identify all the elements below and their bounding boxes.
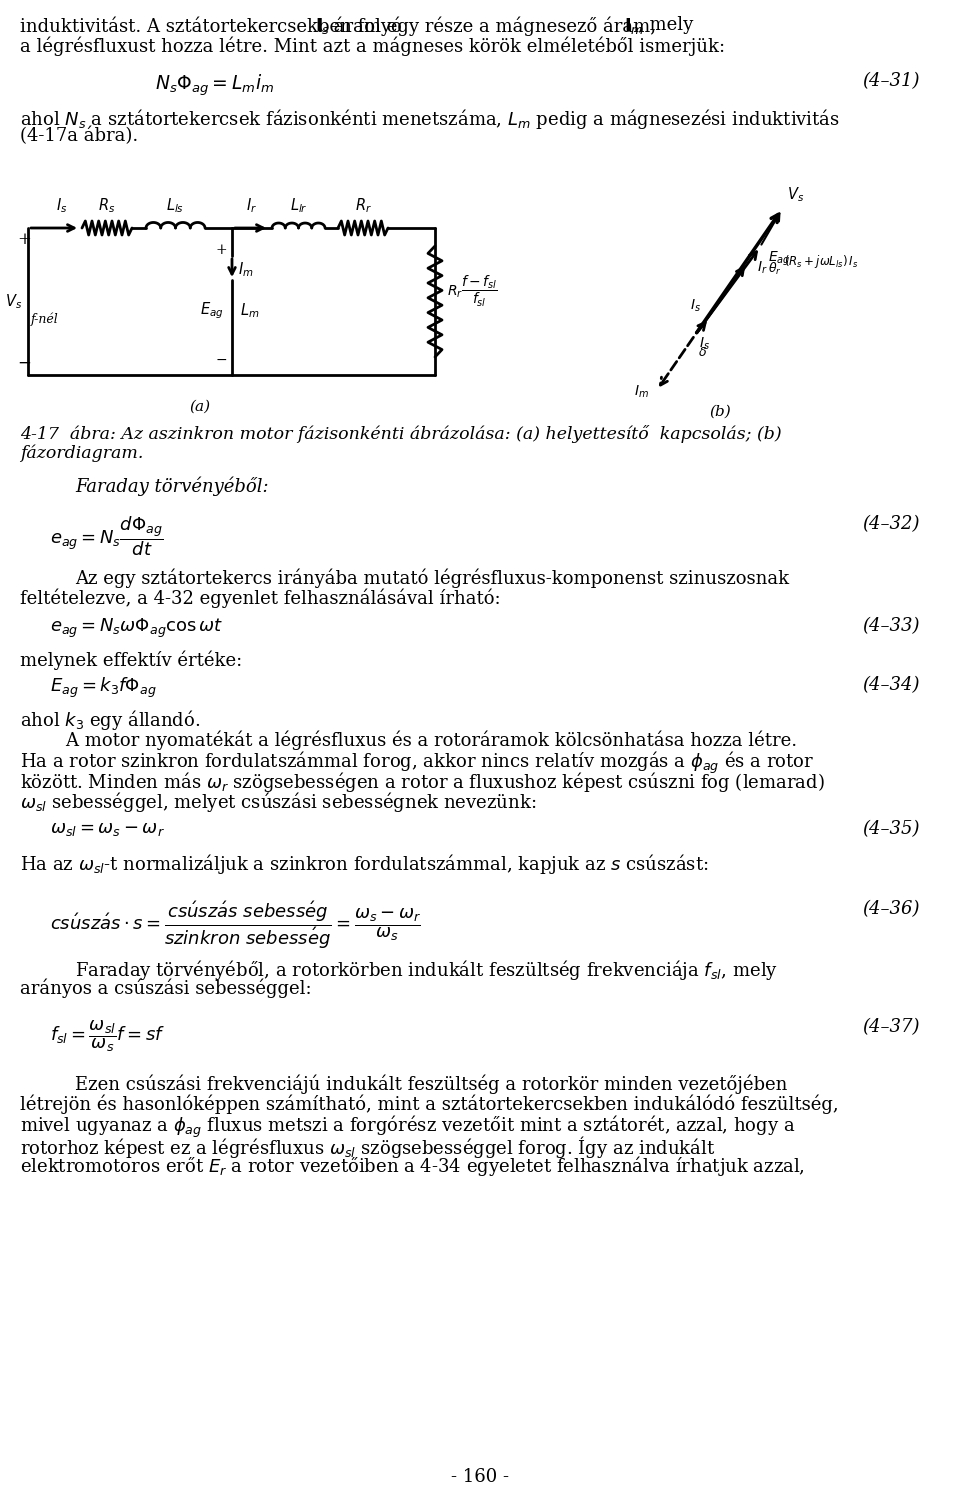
Text: (4–34): (4–34) bbox=[862, 675, 920, 693]
Text: $E_{ag}$: $E_{ag}$ bbox=[768, 249, 790, 269]
Text: melynek effektív értéke:: melynek effektív értéke: bbox=[20, 650, 242, 669]
Text: $I_s$: $I_s$ bbox=[57, 197, 68, 215]
Text: $e_{ag} = N_s \omega \Phi_{ag} \cos \omega t$: $e_{ag} = N_s \omega \Phi_{ag} \cos \ome… bbox=[50, 617, 224, 641]
Text: $I_m$: $I_m$ bbox=[238, 261, 253, 279]
Text: induktivitást. A sztátortekercsekben folyó: induktivitást. A sztátortekercsekben fol… bbox=[20, 17, 407, 36]
Text: (4–33): (4–33) bbox=[862, 617, 920, 635]
Text: Faraday törvényéből, a rotorkörben indukált feszültség frekvenciája $f_{sl}$, me: Faraday törvényéből, a rotorkörben induk… bbox=[75, 958, 778, 982]
Text: A motor nyomatékát a légrésfluxus és a rotoráramok kölcsönhatása hozza létre.: A motor nyomatékát a légrésfluxus és a r… bbox=[20, 729, 797, 749]
Text: a légrésfluxust hozza létre. Mint azt a mágneses körök elméletéből ismerjük:: a légrésfluxust hozza létre. Mint azt a … bbox=[20, 36, 725, 56]
Text: között. Minden más $\omega_r$ szögsebességen a rotor a fluxushoz képest csúszni : között. Minden más $\omega_r$ szögsebess… bbox=[20, 770, 825, 794]
Text: arányos a csúszási sebességgel:: arányos a csúszási sebességgel: bbox=[20, 979, 312, 998]
Text: $L_m$: $L_m$ bbox=[240, 302, 259, 320]
Text: ahol $N_s$ a sztátortekercsek fázisonkénti menetszáma, $L_m$ pedig a mágnesezési: ahol $N_s$ a sztátortekercsek fázisonkén… bbox=[20, 107, 840, 131]
Text: $N_s\Phi_{ag} = L_m i_m$: $N_s\Phi_{ag} = L_m i_m$ bbox=[155, 72, 275, 98]
Text: $I_m$: $I_m$ bbox=[634, 384, 649, 401]
Text: $V_s$: $V_s$ bbox=[787, 185, 804, 204]
Text: áram egy része a mágnesező áram,: áram egy része a mágnesező áram, bbox=[328, 17, 661, 36]
Text: (4–32): (4–32) bbox=[862, 515, 920, 533]
Text: $L_{lr}$: $L_{lr}$ bbox=[290, 197, 307, 215]
Text: −: − bbox=[17, 354, 31, 372]
Text: f-nél: f-nél bbox=[31, 312, 59, 326]
Text: mivel ugyanaz a $\phi_{ag}$ fluxus metszi a forgórész vezetőit mint a sztátorét,: mivel ugyanaz a $\phi_{ag}$ fluxus metsz… bbox=[20, 1114, 795, 1141]
Text: (4-17a ábra).: (4-17a ábra). bbox=[20, 128, 138, 146]
Text: $\theta_r$: $\theta_r$ bbox=[768, 261, 781, 278]
Text: $\omega_{sl} = \omega_s - \omega_r$: $\omega_{sl} = \omega_s - \omega_r$ bbox=[50, 820, 165, 838]
Text: $V_s$: $V_s$ bbox=[5, 293, 22, 311]
Text: +: + bbox=[215, 243, 227, 257]
Text: +: + bbox=[17, 231, 31, 249]
Text: $L_{ls}$: $L_{ls}$ bbox=[166, 197, 184, 215]
Text: $\omega_{sl}$ sebességgel, melyet csúszási sebességnek nevezünk:: $\omega_{sl}$ sebességgel, melyet csúszá… bbox=[20, 790, 537, 814]
Text: $R_s$: $R_s$ bbox=[98, 197, 115, 215]
Text: $R_r\dfrac{f-f_{sl}}{f_{sl}}$: $R_r\dfrac{f-f_{sl}}{f_{sl}}$ bbox=[447, 273, 498, 309]
Text: $\mathbf{I}_m$: $\mathbf{I}_m$ bbox=[624, 17, 644, 36]
Text: $I_r$: $I_r$ bbox=[247, 197, 257, 215]
Text: 4-17  ábra: Az aszinkron motor fázisonkénti ábrázolása: (a) helyettesítő  kapcso: 4-17 ábra: Az aszinkron motor fázisonkén… bbox=[20, 425, 781, 443]
Text: $I_r$: $I_r$ bbox=[757, 260, 768, 276]
Text: fázordiagram.: fázordiagram. bbox=[20, 444, 143, 462]
Text: Az egy sztátortekercs irányába mutató légrésfluxus-komponenst szinuszosnak: Az egy sztátortekercs irányába mutató lé… bbox=[75, 567, 789, 587]
Text: $\mathbf{I}_s$: $\mathbf{I}_s$ bbox=[315, 17, 330, 36]
Text: −: − bbox=[215, 353, 227, 368]
Text: $E_{ag} = k_3 f \Phi_{ag}$: $E_{ag} = k_3 f \Phi_{ag}$ bbox=[50, 675, 156, 699]
Text: (4–31): (4–31) bbox=[862, 72, 920, 90]
Text: $e_{ag} = N_s \dfrac{d\Phi_{ag}}{dt}$: $e_{ag} = N_s \dfrac{d\Phi_{ag}}{dt}$ bbox=[50, 515, 164, 558]
Text: létrejön és hasonlóképpen számítható, mint a sztátortekercsekben indukálódó fesz: létrejön és hasonlóképpen számítható, mi… bbox=[20, 1094, 839, 1114]
Text: $E_{ag}$: $E_{ag}$ bbox=[201, 300, 224, 321]
Text: Ha az $\omega_{sl}$-t normalizáljuk a szinkron fordulatszámmal, kapjuk az $s$ cs: Ha az $\omega_{sl}$-t normalizáljuk a sz… bbox=[20, 853, 708, 877]
Text: (b): (b) bbox=[709, 405, 731, 419]
Text: (4–36): (4–36) bbox=[862, 901, 920, 919]
Text: $\delta$: $\delta$ bbox=[699, 347, 708, 360]
Text: $R_r$: $R_r$ bbox=[354, 197, 372, 215]
Text: $cs\acute{u}sz\acute{a}s \cdot s = \dfrac{cs\acute{u}sz\acute{a}s\ sebess\acute{: $cs\acute{u}sz\acute{a}s \cdot s = \dfra… bbox=[50, 901, 421, 952]
Text: $I_s$: $I_s$ bbox=[690, 297, 701, 314]
Text: $(R_s + j\omega L_{ls})\, I_s$: $(R_s + j\omega L_{ls})\, I_s$ bbox=[784, 252, 858, 270]
Text: $I_s$: $I_s$ bbox=[699, 336, 709, 353]
Text: , mely: , mely bbox=[638, 17, 693, 35]
Text: $f_{sl} = \dfrac{\omega_{sl}}{\omega_s} f = sf$: $f_{sl} = \dfrac{\omega_{sl}}{\omega_s} … bbox=[50, 1018, 165, 1054]
Text: (a): (a) bbox=[189, 399, 210, 414]
Text: Ha a rotor szinkron fordulatszámmal forog, akkor nincs relatív mozgás a $\phi_{a: Ha a rotor szinkron fordulatszámmal foro… bbox=[20, 750, 814, 776]
Text: - 160 -: - 160 - bbox=[451, 1468, 509, 1486]
Text: Faraday törvényéből:: Faraday törvényéből: bbox=[75, 477, 269, 497]
Text: ahol $k_3$ egy állandó.: ahol $k_3$ egy állandó. bbox=[20, 708, 201, 732]
Text: rotorhoz képest ez a légrésfluxus $\omega_{sl}$ szögsebességgel forog. Így az in: rotorhoz képest ez a légrésfluxus $\omeg… bbox=[20, 1133, 715, 1160]
Text: feltételezve, a 4-32 egyenlet felhasználásával írható:: feltételezve, a 4-32 egyenlet felhasznál… bbox=[20, 588, 500, 608]
Text: elektromotoros erőt $E_r$ a rotor vezetőiben a 4-34 egyeletet felhasználva írhat: elektromotoros erőt $E_r$ a rotor vezető… bbox=[20, 1154, 805, 1178]
Text: (4–35): (4–35) bbox=[862, 820, 920, 838]
Text: (4–37): (4–37) bbox=[862, 1018, 920, 1036]
Text: Ezen csúszási frekvenciájú indukált feszültség a rotorkör minden vezetőjében: Ezen csúszási frekvenciájú indukált fesz… bbox=[75, 1075, 787, 1094]
